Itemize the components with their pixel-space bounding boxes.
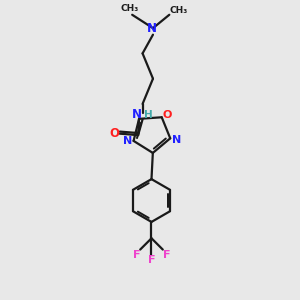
Text: F: F: [163, 250, 170, 260]
Text: F: F: [133, 250, 140, 260]
Text: H: H: [143, 110, 152, 120]
Text: F: F: [148, 255, 155, 265]
Text: N: N: [172, 135, 181, 145]
Text: N: N: [146, 22, 157, 34]
Text: CH₃: CH₃: [121, 4, 139, 13]
Text: N: N: [132, 108, 142, 121]
Text: N: N: [123, 136, 132, 146]
Text: O: O: [163, 110, 172, 120]
Text: CH₃: CH₃: [170, 6, 188, 15]
Text: O: O: [110, 127, 120, 140]
